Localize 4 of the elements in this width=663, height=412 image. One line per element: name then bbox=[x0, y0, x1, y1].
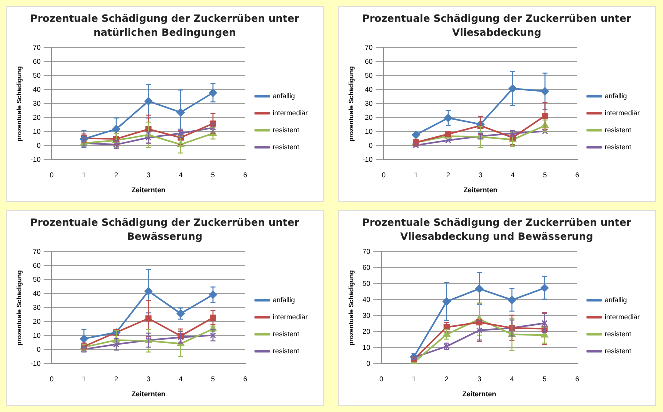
chart-title: Prozentuale Schädigung der Zuckerrüben unter Vliesabdeckung und Bewässerung bbox=[362, 217, 632, 245]
chart-title: Prozentuale Schädigung der Zuckerrüben unter Vliesabdeckung bbox=[362, 13, 632, 41]
chart-title: Prozentuale Schädigung der Zuckerrüben unter Bewässerung bbox=[30, 217, 300, 245]
chart-title: Prozentuale Schädigung der Zuckerrüben unter natürlichen Bedingungen bbox=[30, 13, 300, 41]
